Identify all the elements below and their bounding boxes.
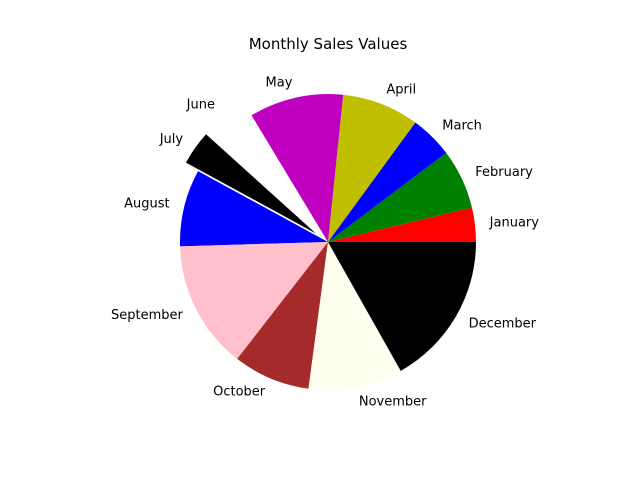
pie-slice-january bbox=[328, 207, 476, 242]
pie-slice-july bbox=[185, 134, 316, 234]
pie-slice-february bbox=[328, 152, 472, 242]
pie-slice-december bbox=[328, 242, 476, 371]
pie-label-january: January bbox=[489, 215, 540, 230]
pie-slice-august bbox=[179, 171, 328, 247]
chart-title: Monthly Sales Values bbox=[249, 35, 408, 53]
pie-slice-november bbox=[308, 242, 401, 390]
pie-label-march: March bbox=[442, 119, 482, 134]
pie-label-july: July bbox=[159, 132, 184, 147]
pie-labels: January February March April May June July Augu… bbox=[111, 76, 539, 410]
pie-label-december: December bbox=[469, 317, 537, 332]
pie-label-april: April bbox=[386, 83, 416, 98]
pie-slice-october bbox=[237, 242, 328, 389]
pie-slice-april bbox=[328, 94, 416, 242]
pie-slice-may bbox=[251, 94, 344, 242]
pie-slice-june bbox=[208, 103, 319, 231]
pie-label-october: October bbox=[213, 385, 266, 400]
pie-label-february: February bbox=[475, 165, 533, 180]
pie-label-november: November bbox=[359, 394, 427, 409]
pie-slice-march bbox=[328, 122, 447, 242]
pie-label-june: June bbox=[186, 98, 215, 113]
pie-label-september: September bbox=[111, 308, 184, 323]
pie-label-august: August bbox=[124, 197, 170, 212]
pie-label-may: May bbox=[266, 76, 293, 91]
pie-slice-september bbox=[180, 242, 328, 359]
pie-slices bbox=[179, 94, 476, 390]
